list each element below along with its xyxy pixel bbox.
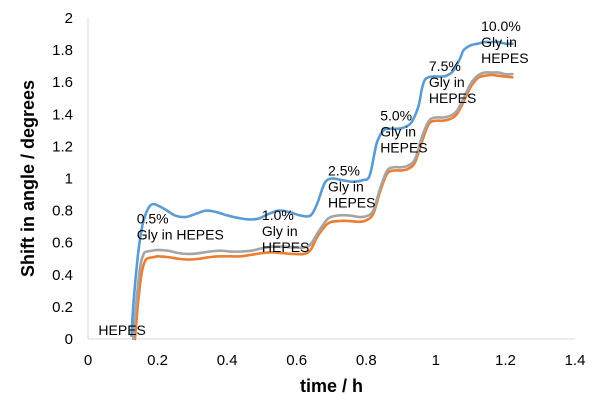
annotation-label: 0.5%Gly in HEPES: [137, 210, 224, 242]
series-layer: [130, 40, 514, 341]
y-tick-label: 1.2: [52, 138, 73, 155]
annotation-line: Gly in: [481, 34, 517, 50]
y-tick-label: 0.2: [52, 299, 73, 316]
x-tick-label: 1.2: [495, 352, 516, 369]
annotation-line: HEPES: [380, 140, 427, 156]
x-tick-label: 0.4: [217, 352, 238, 369]
y-tick-label: 1.4: [52, 106, 73, 123]
y-tick-label: 1: [65, 171, 73, 188]
y-tick-labels: 0 0.2 0.4 0.6 0.8 1 1.2 1.4 1.6 1.8 2: [52, 10, 73, 348]
annotation-line: HEPES: [262, 239, 309, 255]
annotation-line: Gly in: [380, 124, 416, 140]
y-tick-label: 2: [65, 10, 73, 27]
y-tick-label: 0.8: [52, 203, 73, 220]
series-line-gray: [131, 71, 514, 341]
x-tick-label: 0.2: [147, 352, 168, 369]
annotation-line: 2.5%: [328, 162, 360, 178]
y-tick-label: 0: [65, 331, 73, 348]
annotation-line: 5.0%: [380, 108, 412, 124]
annotation-label: HEPES: [98, 322, 145, 338]
annotation-line: HEPES: [429, 90, 476, 106]
annotation-line: 1.0%: [262, 207, 294, 223]
x-tick-label: 1: [432, 352, 440, 369]
annotation-line: HEPES: [481, 50, 528, 66]
y-tick-label: 1.6: [52, 74, 73, 91]
x-tick-label: 0: [84, 352, 92, 369]
annotation-line: HEPES: [328, 194, 375, 210]
x-tick-label: 0.6: [286, 352, 307, 369]
y-tick-label: 1.8: [52, 42, 73, 59]
annotation-line: HEPES: [98, 322, 145, 338]
x-tick-label: 0.8: [356, 352, 377, 369]
x-axis-title: time / h: [300, 376, 363, 396]
x-tick-label: 1.4: [565, 352, 586, 369]
annotation-line: Gly in: [328, 178, 364, 194]
annotation-line: 7.5%: [429, 58, 461, 74]
y-tick-label: 0.6: [52, 235, 73, 252]
y-axis-title: Shift in angle / degrees: [18, 80, 38, 277]
y-tick-label: 0.4: [52, 267, 73, 284]
annotation-line: Gly in: [262, 223, 298, 239]
series-line-blue: [130, 40, 514, 338]
annotation-line: 0.5%: [137, 210, 169, 226]
annotation-line: 10.0%: [481, 18, 521, 34]
annotation-line: Gly in: [429, 74, 465, 90]
x-tick-labels: 0 0.2 0.4 0.6 0.8 1 1.2 1.4: [84, 352, 586, 369]
annotation-line: Gly in HEPES: [137, 226, 224, 242]
series-line-orange: [133, 73, 514, 341]
